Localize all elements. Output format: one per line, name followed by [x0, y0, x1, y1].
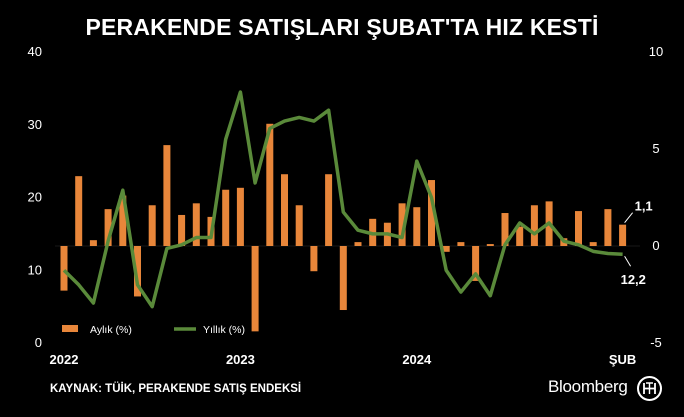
bar-monthly — [339, 246, 347, 311]
bar-monthly — [516, 226, 524, 246]
bar-monthly — [604, 209, 612, 246]
left-tick-label: 20 — [28, 190, 42, 205]
bar-monthly — [134, 246, 141, 297]
ht-logo-icon — [637, 376, 662, 401]
right-tick-label: 10 — [649, 44, 663, 59]
bar-monthly — [119, 195, 127, 246]
bar-monthly — [575, 211, 582, 246]
bar-monthly — [281, 174, 288, 246]
bar-monthly — [457, 242, 465, 246]
bar-monthly — [442, 246, 450, 252]
bar-monthly — [192, 203, 200, 246]
bar-monthly — [501, 213, 509, 246]
bar-monthly — [472, 246, 480, 281]
source-note: KAYNAK: TÜİK, PERAKENDE SATIŞ ENDEKSİ — [50, 383, 302, 395]
x-tick-label: ŞUB — [609, 352, 636, 367]
bar-monthly — [398, 203, 406, 246]
bar-monthly — [354, 242, 362, 246]
annotation-leader — [624, 212, 633, 223]
bar-monthly — [266, 123, 274, 246]
bloomberg-logo: Bloomberg — [548, 377, 628, 396]
x-tick-label: 2023 — [226, 352, 255, 367]
legend-swatch-bar — [62, 325, 78, 332]
legend-label-annual: Yıllık (%) — [203, 324, 245, 336]
right-tick-label: -5 — [650, 335, 662, 350]
bar-monthly — [589, 242, 597, 246]
left-tick-label: 40 — [28, 44, 42, 59]
legend-label-monthly: Aylık (%) — [90, 324, 132, 336]
bar-monthly — [619, 224, 627, 246]
bar-monthly — [251, 246, 259, 332]
x-tick-label: 2024 — [402, 352, 432, 367]
left-tick-label: 0 — [35, 335, 42, 350]
bar-monthly — [486, 244, 494, 246]
bar-monthly — [104, 209, 112, 246]
bar-monthly — [222, 189, 230, 246]
left-tick-label: 10 — [28, 262, 42, 277]
bar-monthly — [295, 205, 303, 246]
bar-monthly — [310, 246, 318, 272]
bar-monthly — [530, 205, 538, 246]
annotation-leader — [624, 255, 632, 267]
line-annual — [62, 90, 623, 309]
bar-monthly — [236, 187, 244, 246]
right-tick-label: 0 — [652, 238, 659, 253]
left-tick-label: 30 — [28, 117, 42, 132]
annotation-annual: 12,2 — [621, 272, 646, 287]
bar-monthly — [89, 240, 97, 246]
x-tick-label: 2022 — [50, 352, 79, 367]
right-tick-label: 5 — [652, 141, 659, 156]
bar-monthly — [163, 145, 171, 246]
bar-monthly — [148, 205, 156, 246]
bar-monthly — [60, 246, 68, 291]
bar-monthly — [178, 214, 186, 246]
bar-monthly — [413, 207, 421, 246]
chart-title: PERAKENDE SATIŞLARI ŞUBAT'TA HIZ KESTİ — [85, 14, 599, 40]
annotation-monthly: 1,1 — [635, 199, 653, 214]
bar-monthly — [325, 174, 333, 246]
bar-monthly — [428, 180, 435, 246]
bar-monthly — [75, 176, 83, 246]
